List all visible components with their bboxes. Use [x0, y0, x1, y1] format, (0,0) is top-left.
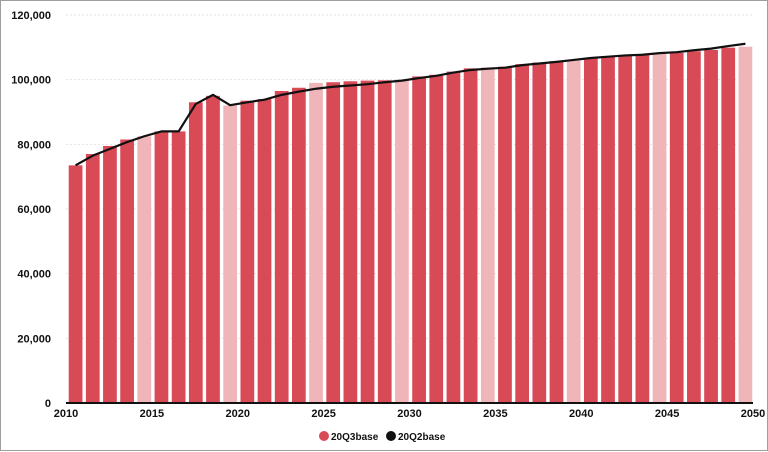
bar-2022: [257, 99, 272, 404]
legend-label-20q3base: 20Q3base: [331, 432, 379, 443]
y-tick-label: 80,000: [17, 139, 51, 151]
y-tick-labels: 0 20,000 40,000 60,000 80,000 100,000 120,000: [11, 10, 51, 410]
bar-2038: [532, 62, 547, 403]
bar-2012: [85, 154, 100, 403]
grid-layer: [66, 14, 753, 339]
x-tick-label: 2050: [741, 408, 765, 420]
bar-2048: [704, 49, 718, 404]
y-tick-label: 0: [45, 398, 51, 410]
line-layer: [75, 42, 746, 167]
bar-2023: [274, 90, 289, 403]
bar-2024: [291, 87, 306, 403]
bar-2035: [480, 67, 495, 403]
bar-2040: [566, 60, 581, 404]
bar-2013: [103, 145, 117, 403]
bar-2025: [309, 82, 323, 404]
bars-layer: [68, 46, 753, 404]
bar-2020: [223, 105, 238, 404]
bar-2016: [154, 131, 169, 403]
bar-2029: [377, 80, 392, 404]
legend: 20Q3base 20Q2base: [319, 431, 446, 443]
x-tick-label: 2040: [569, 408, 593, 420]
y-tick-label: 100,000: [11, 75, 51, 87]
bar-2021: [240, 100, 255, 403]
bar-2050: [738, 46, 753, 403]
legend-swatch-20q3base: [319, 431, 329, 441]
bar-2034: [463, 68, 478, 403]
bar-2026: [326, 82, 341, 404]
bar-2044: [635, 54, 650, 404]
bar-2036: [498, 66, 512, 403]
bar-2037: [515, 64, 530, 403]
x-tick-label: 2015: [140, 408, 164, 420]
bar-2041: [583, 58, 598, 404]
bar-2046: [669, 52, 684, 404]
bar-2039: [549, 61, 564, 404]
bar-2031: [412, 76, 426, 403]
bar-2014: [120, 139, 134, 403]
bar-2017: [171, 131, 186, 403]
bar-2028: [360, 80, 375, 404]
y-tick-label: 40,000: [17, 269, 51, 281]
bar-2011: [68, 165, 83, 403]
bar-2047: [687, 51, 701, 404]
series-line-20q2base: [75, 42, 746, 167]
bar-2030: [395, 79, 409, 404]
bar-2049: [721, 47, 736, 403]
x-tick-label: 2020: [226, 408, 250, 420]
bar-2018: [188, 102, 203, 404]
bar-2032: [429, 74, 444, 404]
bar-2045: [652, 53, 667, 404]
bar-2027: [343, 81, 358, 404]
x-tick-label: 2035: [483, 408, 507, 420]
x-tick-labels: 2010 2015 2020 2025 2030 2035 2040 2045 2050: [54, 408, 765, 420]
legend-swatch-20q2base: [386, 431, 396, 441]
y-tick-label: 20,000: [17, 333, 51, 345]
x-tick-label: 2025: [311, 408, 335, 420]
x-tick-label: 2030: [397, 408, 421, 420]
bar-2019: [206, 95, 220, 403]
bar-2042: [601, 56, 615, 404]
y-tick-label: 120,000: [11, 10, 51, 22]
x-tick-label: 2010: [54, 408, 78, 420]
y-tick-label: 60,000: [17, 204, 51, 216]
bar-2043: [618, 55, 633, 404]
x-tick-label: 2045: [655, 408, 679, 420]
legend-label-20q2base: 20Q2base: [398, 432, 446, 443]
bar-2033: [446, 71, 461, 403]
bar-2015: [137, 136, 152, 403]
